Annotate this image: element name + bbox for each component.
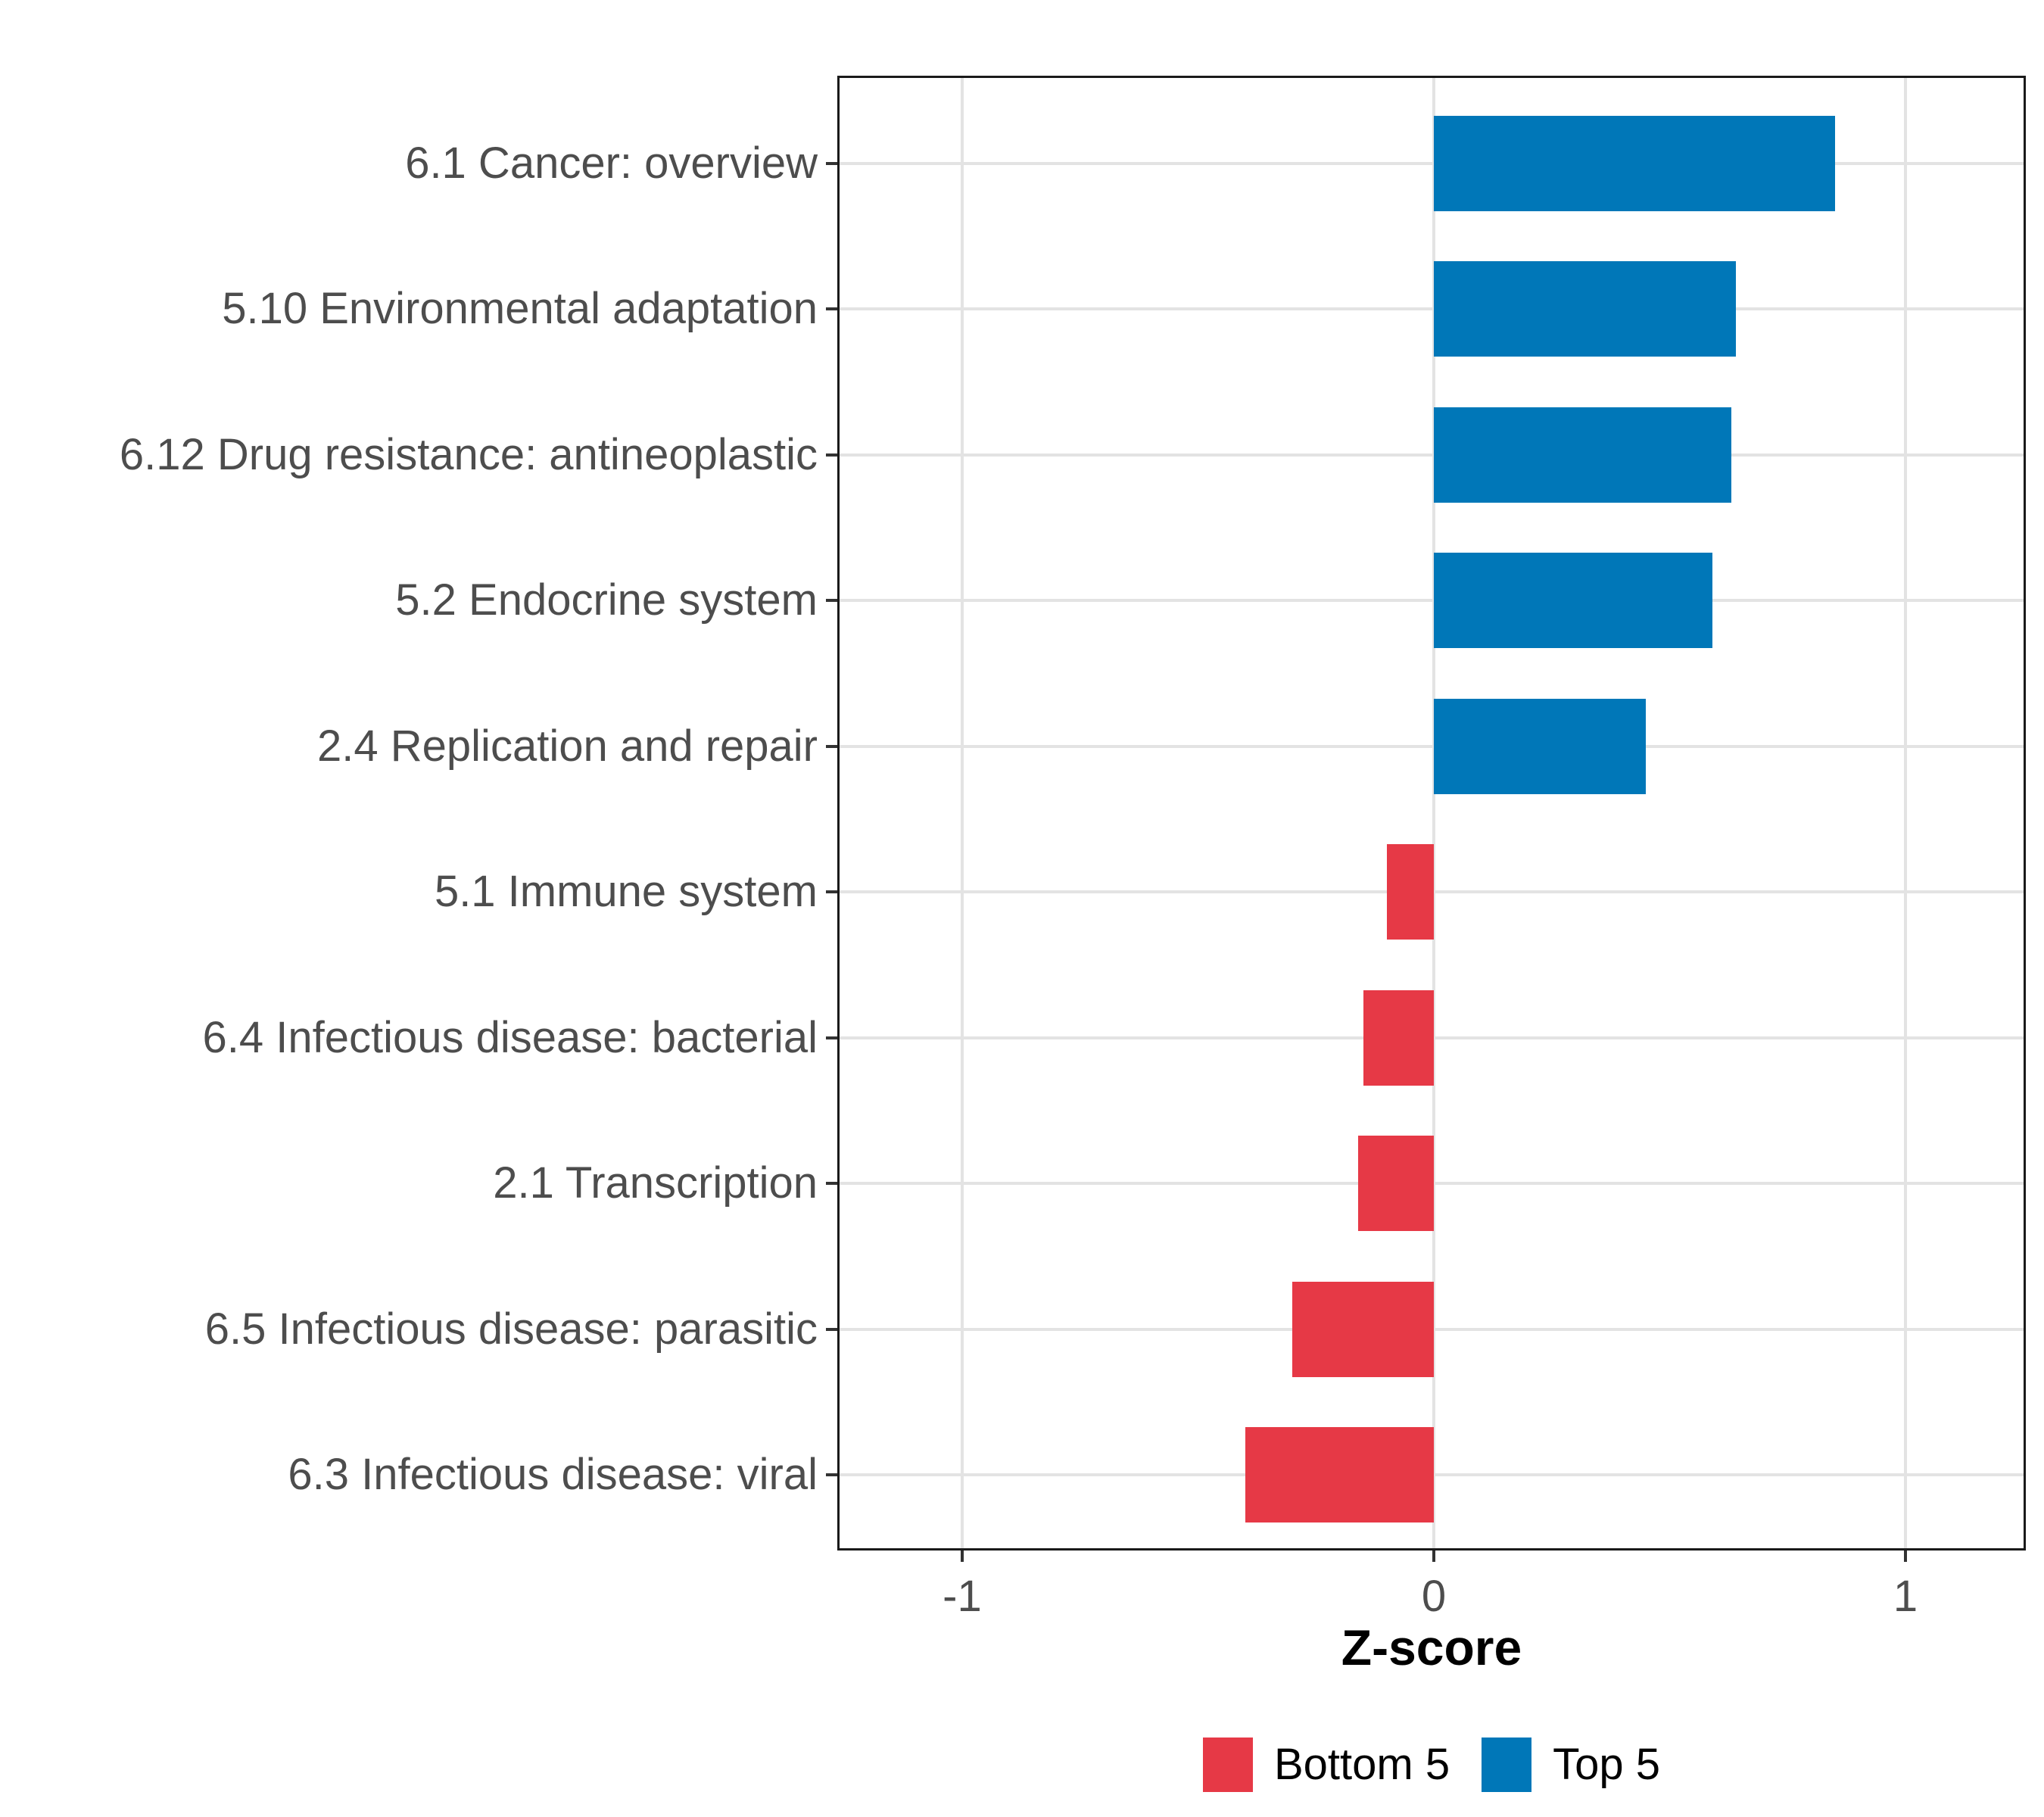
bar-2-4-replication-and-repair — [1434, 698, 1647, 794]
legend-label-bottom-5: Bottom 5 — [1273, 1740, 1450, 1789]
y-tick-mark-6-3-infectious-disease-viral — [826, 1473, 837, 1476]
y-tick-mark-6-12-drug-resistance-antineoplastic — [826, 453, 837, 457]
y-gridline-6-12-drug-resistance-antineoplastic — [840, 453, 2024, 457]
y-axis-label-6-4-infectious-disease-bacterial: 6.4 Infectious disease: bacterial — [202, 1012, 818, 1062]
y-axis-label-6-5-infectious-disease-parasitic: 6.5 Infectious disease: parasitic — [204, 1304, 818, 1354]
y-tick-mark-5-10-environmental-adaptation — [826, 307, 837, 311]
x-axis-title: Z-score — [1341, 1619, 1522, 1675]
legend-item-bottom-5: Bottom 5 — [1202, 1738, 1450, 1792]
x-gridline-1 — [1904, 78, 1908, 1548]
y-tick-mark-5-1-immune-system — [826, 890, 837, 894]
legend-swatch-top-5 — [1482, 1738, 1532, 1792]
bar-6-3-infectious-disease-viral — [1245, 1427, 1434, 1522]
bar-6-4-infectious-disease-bacterial — [1363, 990, 1434, 1086]
legend-item-top-5: Top 5 — [1482, 1738, 1660, 1792]
bar-5-1-immune-system — [1386, 844, 1434, 940]
y-tick-mark-2-1-transcription — [826, 1182, 837, 1186]
bar-5-10-environmental-adaptation — [1434, 261, 1736, 357]
legend-label-top-5: Top 5 — [1553, 1740, 1660, 1789]
y-axis-label-5-1-immune-system: 5.1 Immune system — [434, 867, 818, 917]
bar-6-12-drug-resistance-antineoplastic — [1434, 407, 1731, 503]
legend: Bottom 5 Top 5 — [837, 1738, 2026, 1792]
y-axis-label-2-4-replication-and-repair: 2.4 Replication and repair — [317, 721, 818, 771]
legend-swatch-bottom-5 — [1202, 1738, 1253, 1792]
y-tick-mark-6-5-infectious-disease-parasitic — [826, 1327, 837, 1331]
x-tick-mark--1 — [960, 1551, 964, 1562]
bar-6-1-cancer-overview — [1434, 116, 1835, 211]
y-gridline-6-1-cancer-overview — [840, 162, 2024, 165]
y-tick-mark-2-4-replication-and-repair — [826, 744, 837, 748]
x-tick-label-1: 1 — [1893, 1572, 1918, 1621]
bar-6-5-infectious-disease-parasitic — [1292, 1281, 1434, 1377]
y-gridline-2-4-replication-and-repair — [840, 744, 2024, 748]
y-tick-mark-6-1-cancer-overview — [826, 162, 837, 165]
bar-5-2-endocrine-system — [1434, 553, 1712, 649]
x-tick-mark-1 — [1904, 1551, 1908, 1562]
y-axis-label-5-10-environmental-adaptation: 5.10 Environmental adaptation — [222, 284, 818, 334]
y-gridline-5-10-environmental-adaptation — [840, 307, 2024, 311]
x-tick-label-0: 0 — [1421, 1572, 1447, 1621]
y-axis-label-2-1-transcription: 2.1 Transcription — [493, 1158, 818, 1208]
x-gridline--1 — [960, 78, 964, 1548]
y-axis-label-6-1-cancer-overview: 6.1 Cancer: overview — [405, 139, 818, 188]
y-gridline-5-2-endocrine-system — [840, 599, 2024, 603]
bar-2-1-transcription — [1358, 1136, 1434, 1232]
x-tick-label--1: -1 — [943, 1572, 982, 1621]
x-tick-mark-0 — [1432, 1551, 1435, 1562]
y-tick-mark-5-2-endocrine-system — [826, 599, 837, 603]
y-axis-label-6-12-drug-resistance-antineoplastic: 6.12 Drug resistance: antineoplastic — [119, 429, 818, 479]
y-axis-label-5-2-endocrine-system: 5.2 Endocrine system — [395, 575, 818, 625]
plot-panel — [837, 76, 2026, 1551]
x-gridline-0 — [1432, 78, 1435, 1548]
y-axis-label-6-3-infectious-disease-viral: 6.3 Infectious disease: viral — [288, 1450, 818, 1499]
y-tick-mark-6-4-infectious-disease-bacterial — [826, 1036, 837, 1039]
